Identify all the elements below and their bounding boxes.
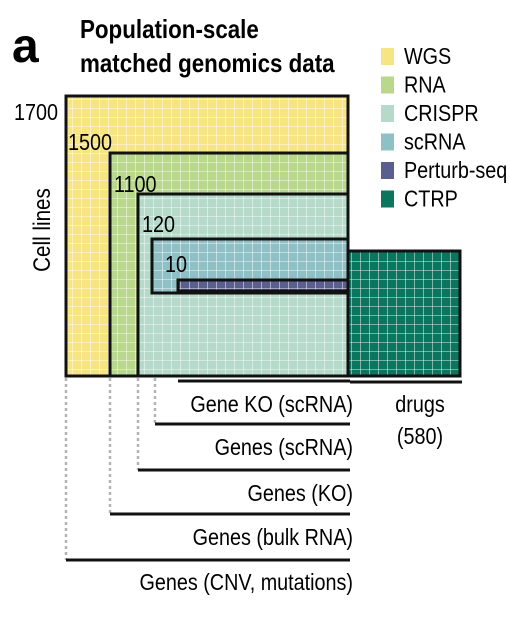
legend-swatch-scrna	[381, 133, 394, 151]
count-label-rna: 1500	[68, 130, 112, 156]
legend-label-ctrp: CTRP	[404, 186, 458, 212]
feature-bracket-2: Genes (scRNA)	[136, 378, 353, 470]
legend-item-perturb-seq: Perturb-seq	[381, 158, 507, 184]
legend-item-wgs: WGS	[381, 44, 451, 70]
legend-label-perturb-seq: Perturb-seq	[404, 158, 507, 184]
feature-label: Genes (CNV, mutations)	[139, 570, 353, 596]
legend-label-crispr: CRISPR	[404, 101, 479, 127]
legend-swatch-rna	[381, 76, 394, 94]
drugs-label: drugs	[395, 392, 444, 418]
legend-item-crispr: CRISPR	[381, 101, 479, 127]
y-axis-label: Cell lines	[29, 188, 56, 272]
feature-bracket-4: Genes (bulk RNA)	[64, 378, 353, 560]
block-perturb-seq: 10	[165, 252, 350, 293]
count-label-wgs: 1700	[14, 100, 58, 126]
legend-swatch-perturb-seq	[381, 162, 394, 179]
feature-bracket-3: Genes (KO)	[108, 378, 353, 514]
panel-letter: a	[12, 20, 39, 73]
feature-label: Genes (scRNA)	[215, 435, 353, 461]
legend-swatch-wgs	[381, 48, 394, 65]
count-label-perturb-seq: 10	[165, 252, 187, 278]
legend-item-ctrp: CTRP	[381, 186, 458, 212]
feature-label: Gene KO (scRNA)	[190, 392, 353, 418]
count-label-scrna: 120	[142, 212, 175, 238]
legend-swatch-crispr	[381, 105, 394, 122]
block-ctrp	[346, 249, 462, 384]
feature-bracket-5: Genes (CNV, mutations)	[66, 558, 353, 596]
block-ctrp-grid	[348, 251, 460, 376]
feature-label: Genes (bulk RNA)	[193, 525, 353, 551]
legend-swatch-ctrp	[381, 190, 394, 208]
legend-label-scrna: scRNA	[404, 129, 466, 155]
legend-label-wgs: WGS	[404, 44, 451, 70]
feature-brackets: Gene KO (scRNA) Genes (scRNA) Genes (KO) Ge…	[64, 378, 353, 596]
feature-label: Genes (KO)	[248, 481, 353, 507]
legend-item-scrna: scRNA	[381, 129, 466, 155]
feature-bracket-1: Gene KO (scRNA)	[153, 378, 353, 424]
title-line-2: matched genomics data	[80, 49, 335, 78]
drugs-count-label: (580)	[397, 424, 443, 450]
legend-label-rna: RNA	[404, 72, 446, 98]
count-label-crispr: 1100	[114, 172, 157, 198]
block-ctrp-border	[346, 249, 462, 378]
block-perturb-seq-grid	[178, 280, 348, 291]
title-line-1: Population-scale	[80, 15, 259, 44]
legend-item-rna: RNA	[381, 72, 446, 98]
